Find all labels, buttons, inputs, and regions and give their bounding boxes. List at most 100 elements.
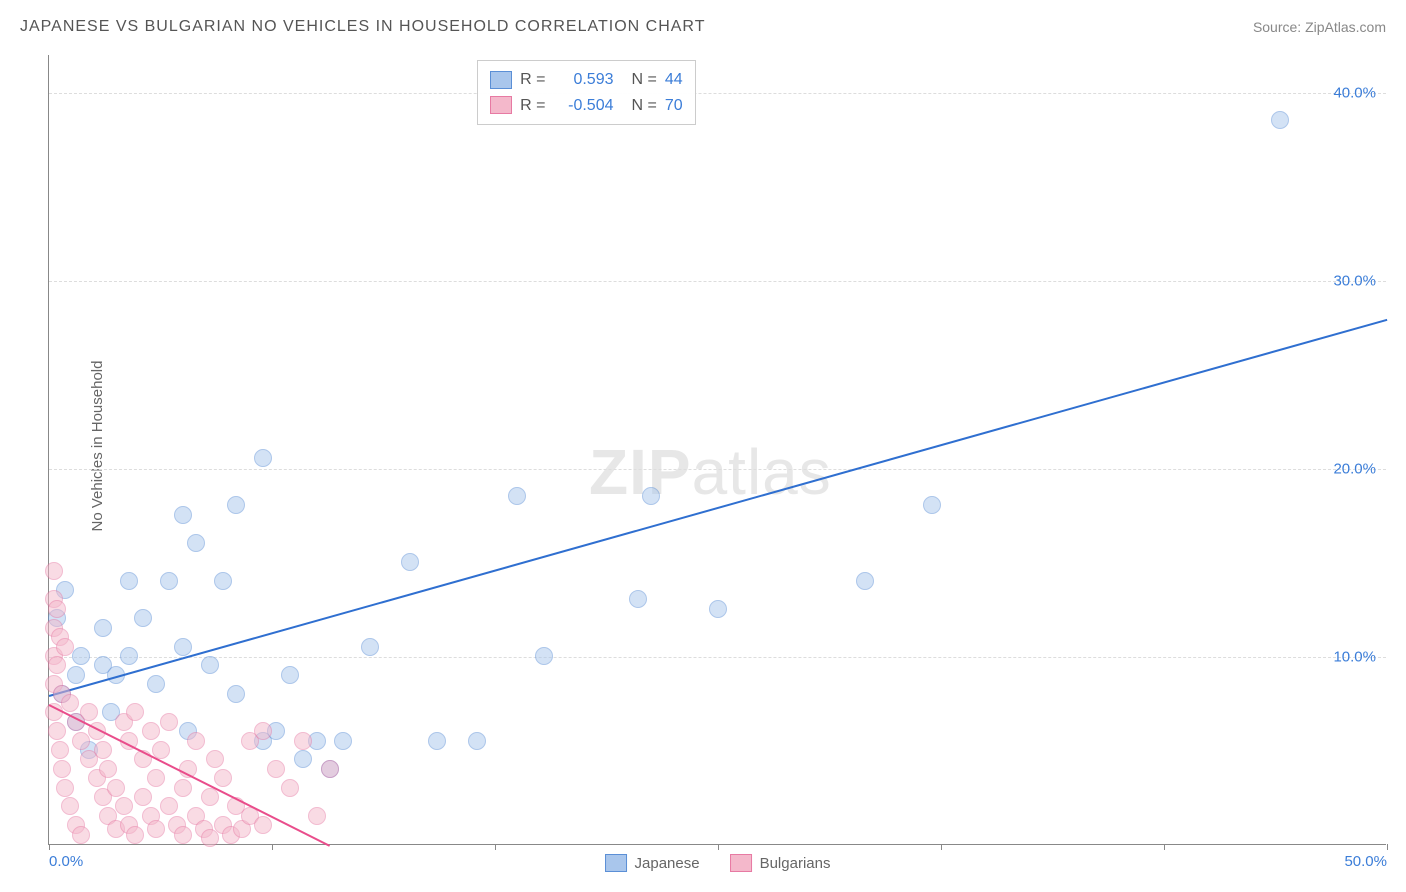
scatter-point [94,619,112,637]
x-tick [272,844,273,850]
scatter-point [48,656,66,674]
correlation-legend: R =0.593N =44R =-0.504N =70 [477,60,695,125]
chart-title: JAPANESE VS BULGARIAN NO VEHICLES IN HOU… [20,18,705,36]
scatter-point [160,572,178,590]
x-tick [49,844,50,850]
scatter-point [120,572,138,590]
scatter-point [147,820,165,838]
scatter-point [45,562,63,580]
scatter-point [48,722,66,740]
y-tick-label: 30.0% [1333,272,1376,289]
scatter-point [61,797,79,815]
scatter-point [361,638,379,656]
scatter-point [174,506,192,524]
scatter-point [294,750,312,768]
scatter-point [294,732,312,750]
y-tick-label: 40.0% [1333,84,1376,101]
y-tick-label: 20.0% [1333,460,1376,477]
scatter-point [281,666,299,684]
scatter-point [174,826,192,844]
scatter-point [254,449,272,467]
scatter-point [142,722,160,740]
scatter-point [629,590,647,608]
legend-swatch [605,854,627,872]
series-legend: Japanese Bulgarians [605,854,831,872]
scatter-point [80,703,98,721]
scatter-point [115,797,133,815]
scatter-point [107,779,125,797]
source-attribution: Source: ZipAtlas.com [1253,19,1386,35]
scatter-point [401,553,419,571]
scatter-point [53,760,71,778]
scatter-plot-area: ZIPatlas 10.0%20.0%30.0%40.0%0.0%50.0%R … [48,55,1386,845]
scatter-point [709,600,727,618]
scatter-point [51,741,69,759]
x-tick-label: 0.0% [49,853,83,870]
scatter-point [201,656,219,674]
x-tick [718,844,719,850]
scatter-point [206,750,224,768]
scatter-point [308,807,326,825]
y-tick-label: 10.0% [1333,648,1376,665]
scatter-point [856,572,874,590]
gridline [49,657,1386,658]
scatter-point [56,779,74,797]
scatter-point [227,685,245,703]
scatter-point [254,722,272,740]
scatter-point [187,732,205,750]
scatter-point [334,732,352,750]
scatter-point [214,572,232,590]
trend-line [49,318,1388,696]
scatter-point [468,732,486,750]
scatter-point [428,732,446,750]
legend-item: Japanese [605,854,700,872]
scatter-point [187,534,205,552]
scatter-point [72,732,90,750]
scatter-point [508,487,526,505]
scatter-point [147,675,165,693]
x-tick [1164,844,1165,850]
scatter-point [267,760,285,778]
scatter-point [321,760,339,778]
scatter-point [56,638,74,656]
legend-row: R =0.593N =44 [490,67,682,93]
x-tick-label: 50.0% [1344,853,1387,870]
scatter-point [67,666,85,684]
scatter-point [126,703,144,721]
scatter-point [923,496,941,514]
gridline [49,93,1386,94]
x-tick [1387,844,1388,850]
scatter-point [48,600,66,618]
scatter-point [281,779,299,797]
legend-swatch [730,854,752,872]
scatter-point [201,788,219,806]
scatter-point [147,769,165,787]
scatter-point [126,826,144,844]
scatter-point [134,609,152,627]
legend-row: R =-0.504N =70 [490,93,682,119]
scatter-point [1271,111,1289,129]
scatter-point [61,694,79,712]
scatter-point [174,779,192,797]
legend-swatch [490,71,512,89]
scatter-point [134,788,152,806]
scatter-point [174,638,192,656]
gridline [49,469,1386,470]
scatter-point [160,797,178,815]
scatter-point [72,826,90,844]
scatter-point [214,769,232,787]
scatter-point [94,741,112,759]
legend-swatch [490,96,512,114]
scatter-point [642,487,660,505]
gridline [49,281,1386,282]
scatter-point [99,760,117,778]
x-tick [495,844,496,850]
watermark: ZIPatlas [589,435,832,509]
scatter-point [227,496,245,514]
scatter-point [254,816,272,834]
x-tick [941,844,942,850]
scatter-point [535,647,553,665]
scatter-point [120,647,138,665]
legend-item: Bulgarians [730,854,831,872]
scatter-point [201,829,219,847]
